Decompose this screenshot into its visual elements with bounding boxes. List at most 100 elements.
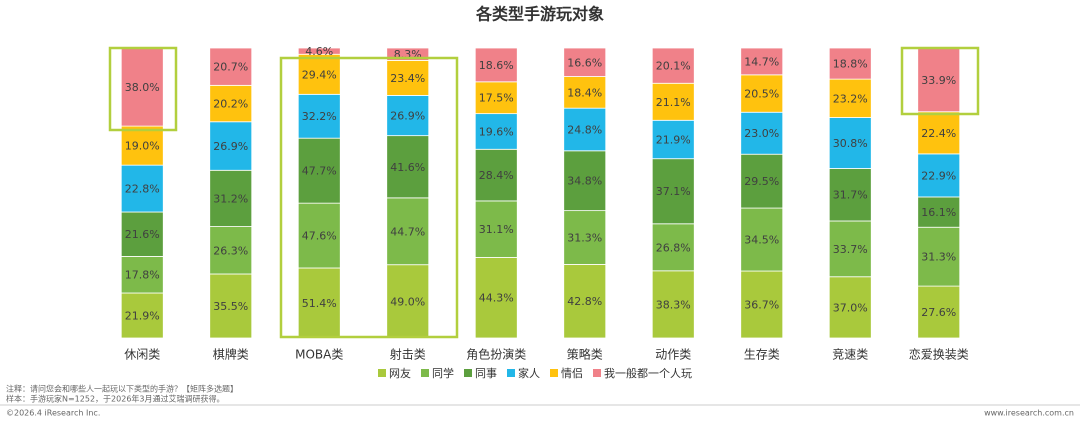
x-tick-label: 棋牌类	[213, 348, 249, 362]
value-label: 31.2%	[213, 192, 248, 205]
value-label: 16.1%	[921, 206, 956, 219]
value-label: 19.0%	[125, 140, 160, 153]
bar-segment	[563, 210, 607, 265]
value-label: 18.8%	[833, 58, 868, 71]
bar-segment	[740, 270, 784, 339]
value-label: 29.5%	[744, 175, 779, 188]
value-label: 47.7%	[302, 165, 337, 178]
legend-swatch	[464, 369, 472, 377]
value-label: 21.9%	[125, 309, 160, 322]
value-label: 20.7%	[213, 61, 248, 74]
value-label: 26.9%	[390, 110, 425, 123]
value-label: 4.6%	[305, 45, 333, 58]
bar-segment	[740, 207, 784, 272]
copyright: ©2026.4 iResearch Inc.	[6, 409, 100, 418]
bar-segment	[828, 117, 872, 169]
bar-segment	[474, 257, 518, 339]
legend-swatch	[507, 369, 515, 377]
bar-segment	[563, 150, 607, 212]
value-label: 23.4%	[390, 72, 425, 85]
legend-label: 家人	[518, 366, 540, 380]
value-label: 37.1%	[656, 185, 691, 198]
bar-segment	[209, 169, 253, 227]
value-label: 31.7%	[833, 189, 868, 202]
highlight-box	[279, 56, 459, 339]
bar-segment	[651, 158, 695, 225]
value-label: 8.3%	[394, 48, 422, 61]
bar-segment	[740, 47, 784, 76]
bar-segment	[740, 153, 784, 209]
value-label: 14.7%	[744, 55, 779, 68]
value-label: 22.9%	[921, 169, 956, 182]
value-label: 30.8%	[833, 137, 868, 150]
value-label: 38.3%	[656, 298, 691, 311]
value-label: 18.4%	[567, 86, 602, 99]
value-label: 18.6%	[479, 59, 514, 72]
x-tick-label: 恋爱换装类	[909, 347, 969, 362]
value-label: 21.1%	[656, 96, 691, 109]
bar-segment	[917, 226, 961, 287]
bar-segment	[917, 47, 961, 113]
x-tick-label: 生存类	[744, 348, 780, 362]
value-label: 41.6%	[390, 161, 425, 174]
value-label: 19.6%	[479, 125, 514, 138]
bar-segment	[917, 111, 961, 155]
bar-segment	[386, 264, 430, 339]
bar-segment	[828, 276, 872, 339]
bar-segment	[297, 137, 341, 204]
x-tick-label: MOBA类	[295, 348, 343, 362]
legend-label: 情侣	[561, 366, 583, 380]
bar-segment	[209, 84, 253, 123]
note: 样本：手游玩家N=1252，于2026年3月通过艾瑞调研获得。	[6, 394, 225, 404]
value-label: 51.4%	[302, 297, 337, 310]
value-label: 33.9%	[921, 74, 956, 87]
legend-label: 同学	[432, 366, 454, 380]
bar-segment	[651, 223, 695, 272]
value-label: 42.8%	[567, 295, 602, 308]
bar-segment	[297, 53, 341, 95]
value-label: 20.5%	[744, 88, 779, 101]
value-label: 22.8%	[125, 183, 160, 196]
bar-segment	[297, 202, 341, 269]
value-label: 49.0%	[390, 295, 425, 308]
value-label: 28.4%	[479, 169, 514, 182]
x-tick-label: 休闲类	[124, 348, 160, 362]
value-label: 17.8%	[125, 269, 160, 282]
value-label: 31.3%	[567, 232, 602, 245]
value-label: 21.6%	[125, 228, 160, 241]
value-label: 27.6%	[921, 306, 956, 319]
x-tick-label: 角色扮演类	[466, 347, 526, 362]
value-label: 31.3%	[921, 251, 956, 264]
value-label: 21.9%	[656, 133, 691, 146]
note: 注释：请问您会和哪些人一起玩以下类型的手游？【矩阵多选题】	[6, 384, 238, 394]
bar-segment	[474, 81, 518, 115]
bar-segment	[297, 93, 341, 139]
bar-segment	[474, 200, 518, 258]
bar-segment	[386, 197, 430, 266]
legend-swatch	[593, 369, 601, 377]
value-label: 26.9%	[213, 140, 248, 153]
highlight-box	[900, 46, 980, 116]
bar-segment	[651, 47, 695, 84]
value-label: 47.6%	[302, 230, 337, 243]
bar-segment	[740, 74, 784, 113]
bar-segment	[120, 47, 164, 127]
bar-segment	[474, 47, 518, 83]
bar-segment	[209, 273, 253, 339]
legend-swatch	[421, 369, 429, 377]
value-label: 44.7%	[390, 225, 425, 238]
bar-segment	[386, 60, 430, 96]
value-label: 20.1%	[656, 60, 691, 73]
value-label: 26.3%	[213, 244, 248, 257]
value-label: 34.8%	[567, 175, 602, 188]
chart-title: 各类型手游玩对象	[475, 5, 604, 24]
x-tick-label: 动作类	[655, 348, 691, 362]
value-label: 20.2%	[213, 98, 248, 111]
bar-segment	[120, 164, 164, 213]
value-label: 23.2%	[833, 92, 868, 105]
value-label: 29.4%	[302, 68, 337, 81]
bar-segment	[474, 113, 518, 150]
bar-segment	[563, 76, 607, 109]
bar-segment	[828, 78, 872, 118]
x-tick-label: 竞速类	[832, 348, 868, 362]
